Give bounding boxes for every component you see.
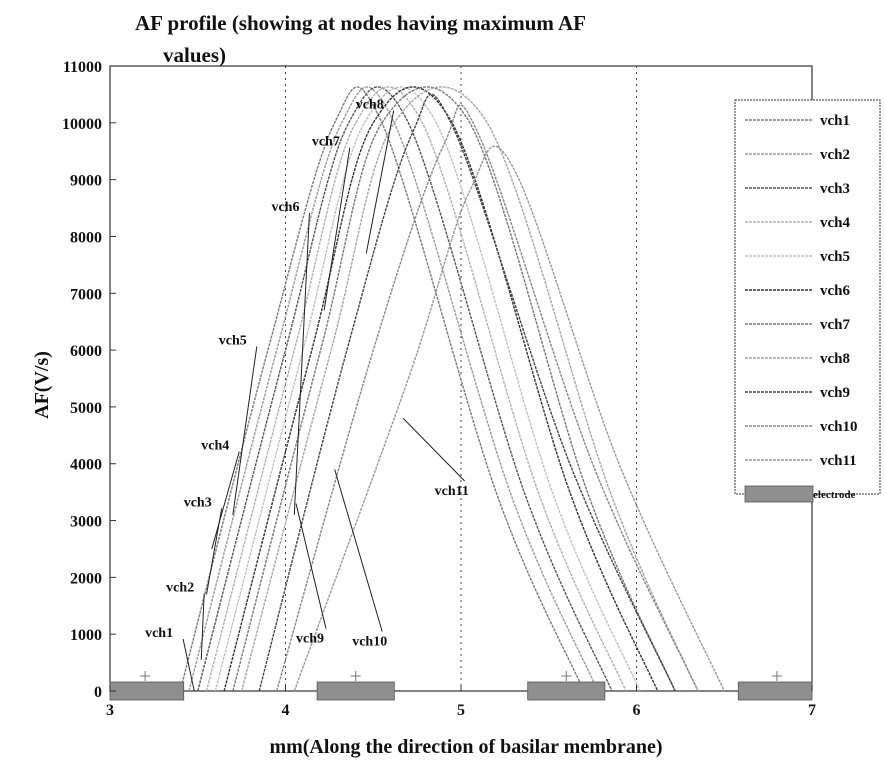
legend-label-vch2: vch2	[820, 147, 850, 163]
y-axis-ticks: 0 1000 2000 3000 4000 5000 6000 7000 8000 9000 100…	[62, 59, 116, 701]
x-tick-label-7: 7	[808, 702, 816, 719]
y-tick-label-6000: 6000	[70, 343, 102, 360]
curve-label-vch4: vch4	[201, 439, 229, 454]
legend-label-electrode: electrode	[813, 489, 856, 501]
y-tick-label-8000: 8000	[70, 229, 102, 246]
curve-leader-vch9	[295, 503, 327, 629]
legend-label-vch7: vch7	[820, 317, 851, 333]
legend-label-vch5: vch5	[820, 249, 850, 265]
series-line-vch3	[197, 86, 613, 692]
y-axis-label: AF(V/s)	[31, 351, 53, 419]
series-line-vch10	[276, 104, 699, 692]
y-tick-label-0: 0	[94, 684, 102, 701]
curve-label-vch7: vch7	[312, 135, 340, 150]
legend: vch1 vch2 vch3 vch4 vch5 vch6 vch7 vch8 vch9 vch1…	[734, 99, 881, 503]
series-line-vch6	[223, 86, 659, 692]
legend-label-vch8: vch8	[820, 351, 850, 367]
legend-label-vch4: vch4	[820, 215, 851, 231]
series-line-vch8	[240, 86, 699, 692]
legend-label-vch1: vch1	[820, 113, 850, 129]
series-line-vch1	[179, 86, 585, 692]
series-line-vch7	[232, 86, 676, 692]
curve-label-vch11: vch11	[435, 484, 469, 499]
curve-label-vch1: vch1	[145, 626, 173, 641]
curve-label-vch2: vch2	[166, 581, 194, 596]
electrode-bar-3	[527, 681, 606, 701]
electrode-bar-2	[316, 681, 395, 701]
curve-leader-vch11	[402, 417, 466, 482]
x-tick-label-5: 5	[457, 702, 465, 719]
curve-leader-vch5	[232, 346, 258, 515]
legend-label-vch10: vch10	[820, 419, 858, 435]
y-tick-label-9000: 9000	[70, 173, 102, 190]
electrode-bar-4	[737, 681, 813, 701]
series-line-vch5	[214, 86, 641, 692]
curve-leader-vch7	[323, 147, 351, 311]
curve-annotations: vch1 vch2 vch3 vch4 vch5 vch6 vch7 vch8 vch9 vch1…	[145, 98, 469, 692]
y-tick-label-4000: 4000	[70, 457, 102, 474]
chart-title-line2: values)	[163, 43, 226, 67]
curve-leader-vch1	[182, 638, 195, 692]
x-tick-label-3: 3	[106, 702, 114, 719]
curve-leader-vch8	[365, 110, 395, 254]
x-tick-label-4: 4	[282, 702, 290, 719]
y-tick-label-5000: 5000	[70, 400, 102, 417]
curve-label-vch8: vch8	[356, 98, 384, 113]
y-tick-label-2000: 2000	[70, 570, 102, 587]
electrode-bars	[109, 671, 813, 701]
y-tick-label-10000: 10000	[62, 116, 102, 133]
legend-box	[734, 99, 881, 495]
curve-label-vch9: vch9	[296, 632, 324, 647]
x-axis-ticks: 3 4 5 6 7	[106, 685, 816, 719]
series-line-vch9	[258, 93, 676, 692]
y-tick-label-1000: 1000	[70, 627, 102, 644]
x-axis-label: mm(Along the direction of basilar membra…	[269, 736, 662, 758]
x-tick-label-6: 6	[633, 702, 641, 719]
curve-leader-vch10	[334, 469, 383, 632]
y-tick-label-3000: 3000	[70, 514, 102, 531]
legend-label-vch11: vch11	[820, 453, 857, 469]
y-tick-label-11000: 11000	[63, 59, 102, 76]
legend-label-vch3: vch3	[820, 181, 850, 197]
curve-label-vch6: vch6	[271, 200, 299, 215]
curve-label-vch3: vch3	[184, 495, 212, 510]
curve-label-vch10: vch10	[352, 635, 387, 650]
series-lines	[179, 86, 725, 692]
curve-label-vch5: vch5	[219, 333, 247, 348]
electrode-bar-1	[109, 681, 185, 701]
series-line-vch2	[188, 86, 599, 692]
curve-leader-vch4	[211, 451, 240, 550]
legend-label-vch6: vch6	[820, 283, 851, 299]
curve-leader-vch6	[293, 212, 310, 515]
legend-label-vch9: vch9	[820, 385, 850, 401]
curve-leader-vch2	[200, 593, 205, 660]
chart-title-line1: AF profile (showing at nodes having maxi…	[135, 11, 586, 35]
y-tick-label-7000: 7000	[70, 286, 102, 303]
series-line-vch4	[205, 86, 627, 692]
series-line-vch11	[293, 145, 725, 692]
legend-swatch-electrode	[744, 485, 814, 503]
